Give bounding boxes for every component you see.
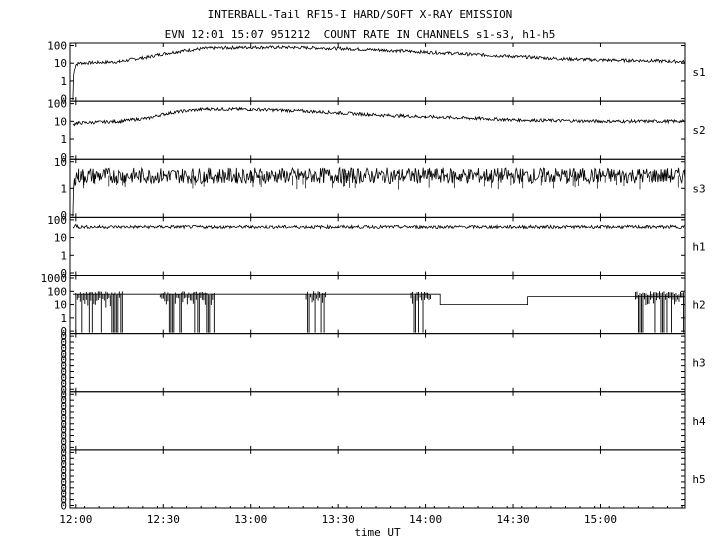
ytick-label-h5-6: 0 <box>60 482 67 495</box>
ytick-label-h3-0: 0 <box>60 330 67 343</box>
series-line-h1 <box>72 223 686 230</box>
xtick-label-2: 13:00 <box>234 513 267 526</box>
channel-label-h4: h4 <box>692 415 706 428</box>
ytick-label-h5-9: 0 <box>60 500 67 513</box>
ytick-label-h4-3: 0 <box>60 406 67 419</box>
series-line-s1 <box>72 45 686 101</box>
channel-label-s3: s3 <box>692 182 705 195</box>
ytick-label-h4-8: 0 <box>60 435 67 448</box>
panel-frame-h2 <box>69 275 686 335</box>
ytick-label-h4-7: 0 <box>60 430 67 443</box>
ytick-label-h3-7: 0 <box>60 371 67 384</box>
ytick-label-h1-1: 10 <box>54 232 67 245</box>
ytick-label-s1-0: 100 <box>47 40 67 53</box>
ytick-label-h5-4: 0 <box>60 470 67 483</box>
panel-frame-h5 <box>69 449 686 509</box>
ytick-label-h2-2: 10 <box>54 299 67 312</box>
ytick-label-h3-9: 0 <box>60 383 67 396</box>
ytick-label-s3-2: 0 <box>60 209 67 222</box>
burst-h2-1 <box>159 291 215 333</box>
burst-h2-2 <box>305 291 327 333</box>
burst-h2-3 <box>410 291 431 333</box>
ytick-label-h2-1: 100 <box>47 285 67 298</box>
channel-label-s2: s2 <box>692 124 705 137</box>
ytick-label-h1-0: 100 <box>47 214 67 227</box>
channel-label-h2: h2 <box>692 299 705 312</box>
ytick-label-h4-1: 0 <box>60 394 67 407</box>
channel-label-h3: h3 <box>692 357 705 370</box>
ytick-label-h2-3: 1 <box>60 312 67 325</box>
ytick-label-h4-4: 0 <box>60 412 67 425</box>
chart-title: INTERBALL-Tail RF15-I HARD/SOFT X-RAY EM… <box>207 8 513 21</box>
xtick-label-5: 14:30 <box>496 513 529 526</box>
panel-frame-s1 <box>69 42 686 102</box>
ytick-label-h3-6: 0 <box>60 366 67 379</box>
channel-label-h5: h5 <box>692 473 705 486</box>
burst-h2-4 <box>635 291 686 333</box>
ytick-label-h4-5: 0 <box>60 418 67 431</box>
ytick-label-h4-6: 0 <box>60 424 67 437</box>
ytick-label-h3-3: 0 <box>60 348 67 361</box>
ytick-label-s2-0: 100 <box>47 98 67 111</box>
series-line-s2 <box>72 106 686 127</box>
xtick-label-4: 14:00 <box>409 513 442 526</box>
xtick-label-1: 12:30 <box>147 513 180 526</box>
series-line-s3 <box>72 166 686 217</box>
ytick-label-h3-8: 0 <box>60 377 67 390</box>
ytick-label-s3-0: 10 <box>54 156 67 169</box>
ytick-label-h5-8: 0 <box>60 494 67 507</box>
ytick-label-s2-3: 0 <box>60 151 67 164</box>
channel-label-s1: s1 <box>692 66 705 79</box>
panel-frame-h4 <box>69 391 686 451</box>
ytick-label-h5-0: 0 <box>60 446 67 459</box>
ytick-label-h4-2: 0 <box>60 400 67 413</box>
ytick-label-h5-3: 0 <box>60 464 67 477</box>
ytick-label-h3-5: 0 <box>60 360 67 373</box>
ytick-label-s3-1: 1 <box>60 182 67 195</box>
ytick-label-h4-9: 0 <box>60 441 67 454</box>
ytick-label-s1-1: 10 <box>54 57 67 70</box>
burst-h2-0 <box>75 291 123 333</box>
xtick-label-3: 13:30 <box>322 513 355 526</box>
panel-frame-s2 <box>69 100 686 160</box>
channel-label-h1: h1 <box>692 240 705 253</box>
ytick-label-s1-3: 0 <box>60 93 67 106</box>
ytick-label-h5-5: 0 <box>60 476 67 489</box>
panel-frame-s3 <box>69 158 686 218</box>
ytick-label-h2-0: 1000 <box>41 272 68 285</box>
panel-frame-h3 <box>69 333 686 393</box>
ytick-label-s2-2: 1 <box>60 133 67 146</box>
ytick-label-h3-4: 0 <box>60 354 67 367</box>
x-axis-label: time UT <box>354 526 401 539</box>
ytick-label-h5-7: 0 <box>60 488 67 501</box>
ytick-label-h3-2: 0 <box>60 342 67 355</box>
chart-subtitle: EVN 12:01 15:07 951212 COUNT RATE IN CHA… <box>164 28 556 41</box>
xtick-label-0: 12:00 <box>59 513 92 526</box>
ytick-label-h5-2: 0 <box>60 458 67 471</box>
ytick-label-h5-1: 0 <box>60 452 67 465</box>
ytick-label-h1-2: 1 <box>60 249 67 262</box>
ytick-label-h1-3: 0 <box>60 267 67 280</box>
ytick-label-h2-4: 0 <box>60 325 67 338</box>
ytick-label-h4-0: 0 <box>60 388 67 401</box>
ytick-label-h3-1: 0 <box>60 336 67 349</box>
ytick-label-s2-1: 10 <box>54 115 67 128</box>
xtick-label-6: 15:00 <box>584 513 617 526</box>
ytick-label-s1-2: 1 <box>60 75 67 88</box>
